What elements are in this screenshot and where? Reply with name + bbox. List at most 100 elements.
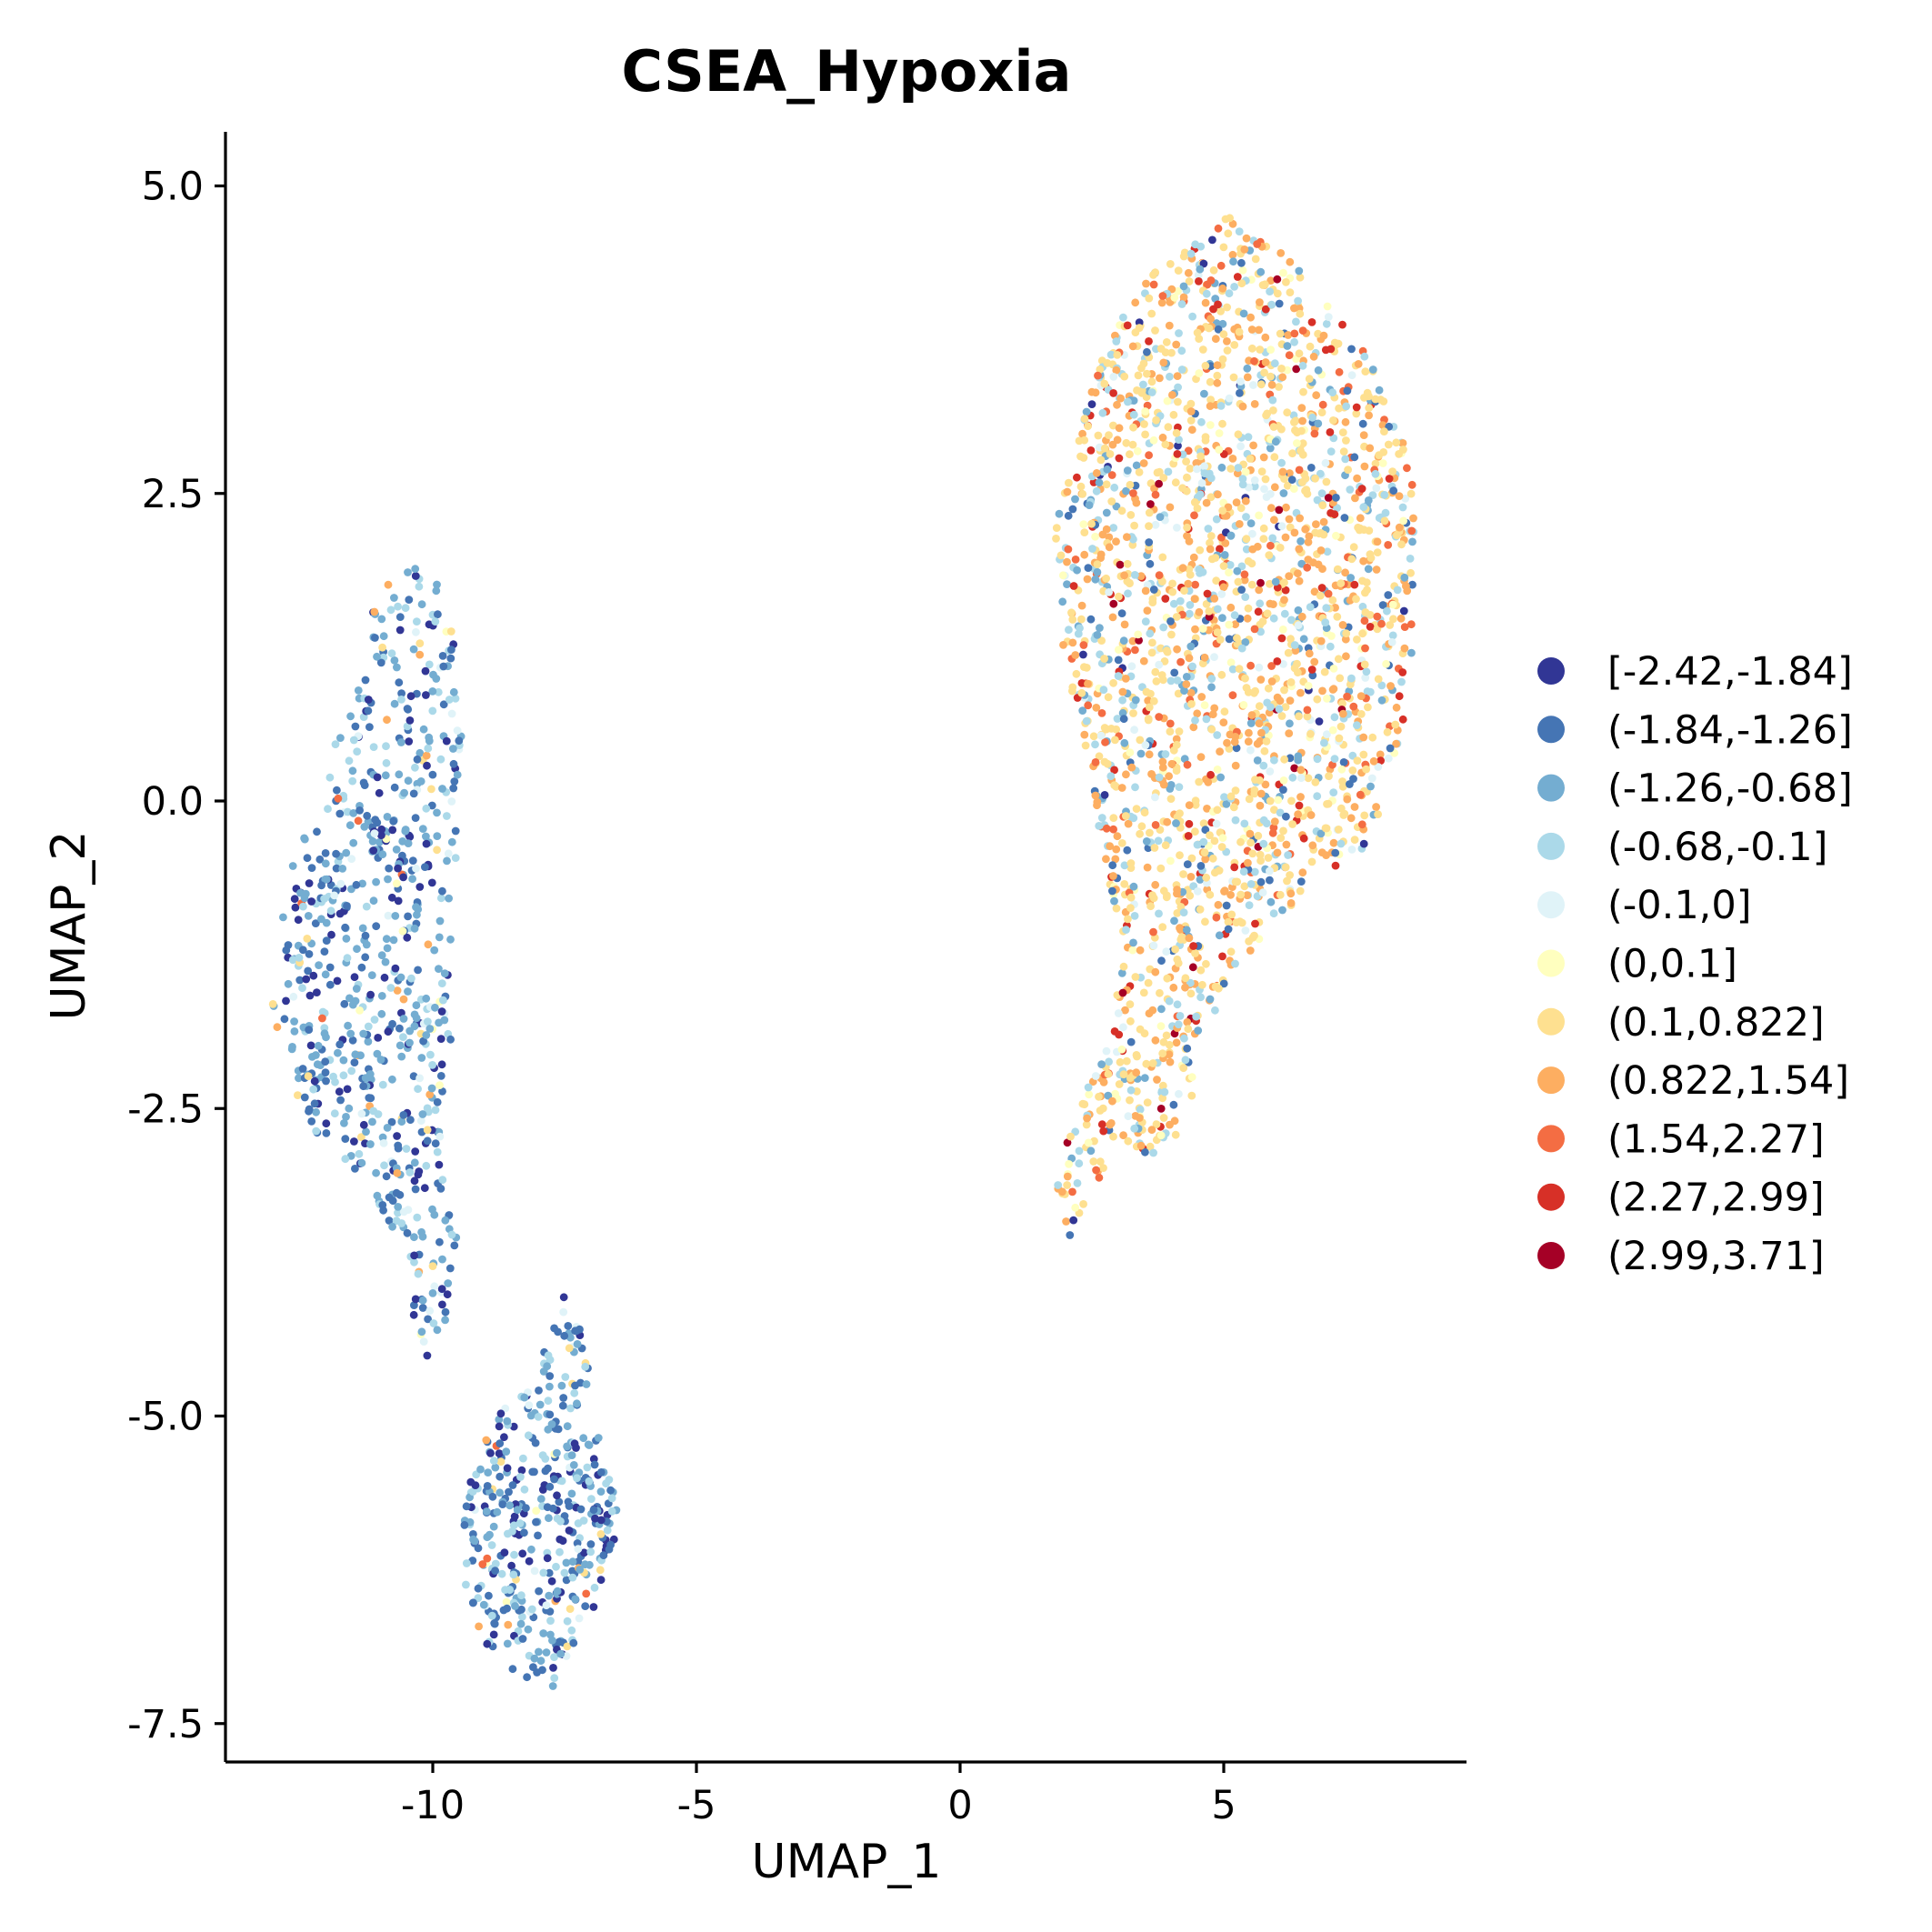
scatter-point bbox=[1373, 537, 1382, 546]
scatter-point bbox=[1086, 1146, 1096, 1156]
scatter-point bbox=[1096, 624, 1104, 632]
scatter-point bbox=[1361, 608, 1370, 616]
scatter-point bbox=[1172, 340, 1181, 349]
scatter-point bbox=[1258, 617, 1267, 626]
scatter-point bbox=[1075, 1159, 1084, 1168]
scatter-point bbox=[1186, 989, 1196, 998]
scatter-point bbox=[1143, 1098, 1152, 1106]
scatter-point bbox=[451, 854, 460, 862]
scatter-point bbox=[1151, 821, 1160, 829]
scatter-point bbox=[1095, 478, 1104, 487]
scatter-point bbox=[1276, 249, 1286, 257]
scatter-point bbox=[1109, 389, 1117, 397]
scatter-point bbox=[590, 1583, 599, 1592]
scatter-point bbox=[1316, 591, 1325, 600]
scatter-point bbox=[1084, 679, 1092, 688]
scatter-point bbox=[1334, 655, 1343, 664]
scatter-point bbox=[1309, 352, 1318, 361]
scatter-point bbox=[1290, 329, 1299, 338]
scatter-point bbox=[1149, 1148, 1157, 1157]
scatter-point bbox=[1206, 545, 1215, 554]
scatter-point bbox=[496, 1472, 505, 1481]
scatter-point bbox=[1239, 867, 1248, 876]
scatter-point bbox=[304, 966, 313, 976]
scatter-point bbox=[394, 1203, 403, 1211]
scatter-point bbox=[1147, 648, 1156, 657]
scatter-point bbox=[443, 812, 451, 820]
scatter-point bbox=[1242, 545, 1251, 554]
scatter-point bbox=[422, 691, 430, 699]
scatter-point bbox=[1241, 638, 1250, 646]
scatter-point bbox=[1160, 657, 1169, 666]
scatter-point bbox=[415, 650, 425, 659]
scatter-point bbox=[1063, 1181, 1072, 1189]
scatter-point bbox=[1099, 686, 1108, 695]
scatter-point bbox=[325, 980, 335, 989]
scatter-point bbox=[394, 864, 402, 873]
scatter-point bbox=[1187, 1073, 1196, 1082]
scatter-point bbox=[438, 1300, 446, 1309]
scatter-point bbox=[1295, 801, 1304, 810]
scatter-point bbox=[1278, 467, 1287, 476]
scatter-point bbox=[1175, 1089, 1183, 1098]
scatter-point bbox=[1087, 519, 1096, 528]
scatter-point bbox=[1184, 268, 1193, 277]
scatter-point bbox=[1357, 820, 1366, 829]
scatter-point bbox=[1217, 843, 1226, 851]
scatter-point bbox=[1213, 731, 1222, 739]
scatter-point bbox=[1303, 489, 1312, 498]
scatter-point bbox=[1064, 545, 1073, 554]
scatter-point bbox=[1058, 597, 1067, 606]
scatter-point bbox=[1172, 819, 1180, 827]
scatter-point bbox=[1182, 926, 1191, 935]
scatter-point bbox=[1190, 511, 1198, 520]
scatter-point bbox=[1112, 502, 1121, 511]
scatter-point bbox=[312, 1126, 321, 1136]
scatter-point bbox=[1234, 464, 1243, 472]
scatter-point bbox=[1173, 645, 1181, 654]
scatter-point bbox=[387, 1117, 396, 1126]
scatter-point bbox=[1159, 623, 1168, 632]
scatter-point bbox=[1338, 320, 1346, 329]
scatter-point bbox=[302, 975, 311, 984]
scatter-point bbox=[1251, 919, 1259, 928]
scatter-point bbox=[1141, 586, 1150, 596]
scatter-point bbox=[1322, 604, 1331, 612]
scatter-point bbox=[518, 1635, 527, 1643]
scatter-point bbox=[606, 1486, 615, 1495]
scatter-point bbox=[1246, 946, 1255, 955]
scatter-point bbox=[1223, 303, 1231, 312]
scatter-point bbox=[435, 916, 445, 926]
scatter-point bbox=[435, 1081, 444, 1089]
scatter-point bbox=[1169, 983, 1178, 992]
scatter-point bbox=[1218, 319, 1227, 328]
scatter-point bbox=[1245, 728, 1253, 737]
scatter-point bbox=[1210, 868, 1219, 877]
scatter-point bbox=[1401, 495, 1410, 503]
scatter-point bbox=[1079, 1200, 1087, 1208]
scatter-point bbox=[1097, 814, 1106, 822]
scatter-point bbox=[1080, 730, 1089, 739]
scatter-point bbox=[1109, 872, 1117, 880]
scatter-point bbox=[1255, 719, 1264, 728]
scatter-point bbox=[1200, 469, 1209, 477]
scatter-point bbox=[1266, 541, 1275, 550]
scatter-point bbox=[558, 1401, 567, 1410]
scatter-point bbox=[509, 1521, 518, 1530]
scatter-point bbox=[1158, 292, 1167, 300]
scatter-point bbox=[1295, 266, 1304, 275]
scatter-point bbox=[1232, 744, 1241, 753]
scatter-point bbox=[1396, 614, 1406, 623]
scatter-point bbox=[1279, 268, 1287, 277]
scatter-point bbox=[410, 1010, 419, 1019]
scatter-point bbox=[334, 1048, 342, 1057]
scatter-point bbox=[1124, 915, 1132, 924]
scatter-point bbox=[307, 864, 316, 872]
scatter-point bbox=[1186, 642, 1196, 651]
scatter-point bbox=[1163, 891, 1171, 900]
scatter-point bbox=[1093, 631, 1102, 639]
scatter-point bbox=[1354, 360, 1363, 368]
scatter-point bbox=[1319, 331, 1328, 340]
scatter-point bbox=[1146, 689, 1155, 698]
scatter-point bbox=[544, 1351, 553, 1360]
